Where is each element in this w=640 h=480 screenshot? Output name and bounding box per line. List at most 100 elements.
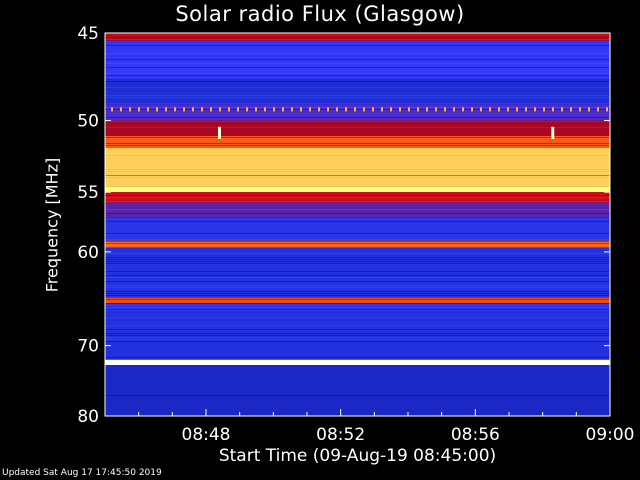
interference-dot bbox=[408, 107, 410, 112]
burst-0 bbox=[217, 126, 221, 140]
interference-dot bbox=[507, 107, 509, 112]
interference-dot bbox=[264, 107, 266, 112]
x-axis-label: Start Time (09-Aug-19 08:45:00) bbox=[218, 446, 497, 466]
interference-dot bbox=[489, 107, 491, 112]
texture-stripe bbox=[105, 103, 610, 104]
band-7 bbox=[105, 186, 610, 193]
texture-stripe bbox=[105, 329, 610, 330]
texture-stripe bbox=[105, 95, 610, 96]
texture-stripe bbox=[105, 117, 610, 118]
interference-dot bbox=[534, 107, 536, 112]
texture-stripe bbox=[105, 339, 610, 340]
texture-stripe bbox=[105, 143, 610, 144]
interference-dot bbox=[552, 107, 554, 112]
band-4 bbox=[105, 120, 610, 136]
texture-stripe bbox=[105, 357, 610, 358]
texture-stripe bbox=[105, 333, 610, 334]
texture-stripe bbox=[105, 67, 610, 68]
interference-dot bbox=[345, 107, 347, 112]
interference-dot bbox=[246, 107, 248, 112]
interference-dot bbox=[381, 107, 383, 112]
texture-stripe bbox=[105, 171, 610, 172]
texture-stripe bbox=[105, 241, 610, 242]
texture-stripe bbox=[105, 317, 610, 318]
texture-stripe bbox=[105, 291, 610, 292]
x-tick-label: 08:48 bbox=[182, 425, 231, 445]
interference-dot bbox=[525, 107, 527, 112]
interference-dot bbox=[300, 107, 302, 112]
interference-dot bbox=[462, 107, 464, 112]
texture-stripe bbox=[105, 213, 610, 214]
x-axis: 08:48 08:52 08:56 09:00 bbox=[138, 409, 635, 445]
texture-stripe bbox=[105, 87, 610, 88]
interference-dot bbox=[579, 107, 581, 112]
texture-stripe bbox=[105, 395, 610, 396]
texture-stripe bbox=[105, 285, 610, 286]
interference-dot bbox=[120, 107, 122, 112]
x-tick-label: 08:56 bbox=[451, 425, 500, 445]
interference-dot bbox=[363, 107, 365, 112]
texture-stripe bbox=[105, 233, 610, 234]
texture-stripe bbox=[105, 175, 610, 176]
interference-dot bbox=[327, 107, 329, 112]
interference-dot bbox=[174, 107, 176, 112]
texture-stripe bbox=[105, 335, 610, 336]
interference-dot bbox=[309, 107, 311, 112]
texture-stripe bbox=[105, 277, 610, 278]
y-tick-label: 60 bbox=[77, 243, 99, 263]
texture-stripe bbox=[105, 337, 610, 338]
texture-stripe bbox=[105, 169, 610, 170]
burst-markers bbox=[217, 126, 555, 140]
texture-stripe bbox=[105, 299, 610, 300]
texture-stripe bbox=[105, 145, 610, 146]
interference-dot bbox=[336, 107, 338, 112]
texture-stripe bbox=[105, 63, 610, 64]
interference-dot bbox=[399, 107, 401, 112]
y-tick-label: 80 bbox=[77, 407, 99, 427]
interference-dot bbox=[588, 107, 590, 112]
texture-stripe bbox=[105, 127, 610, 128]
interference-dot bbox=[210, 107, 212, 112]
texture-stripe bbox=[105, 197, 610, 198]
chart-title: Solar radio Flux (Glasgow) bbox=[175, 2, 465, 26]
interference-dot bbox=[570, 107, 572, 112]
texture-stripe bbox=[105, 59, 610, 60]
y-tick-label: 50 bbox=[77, 112, 99, 132]
texture-stripe bbox=[105, 121, 610, 122]
band-6 bbox=[105, 147, 610, 187]
texture-stripe bbox=[105, 209, 610, 210]
interference-dot bbox=[543, 107, 545, 112]
texture-stripe bbox=[105, 259, 610, 260]
interference-dot bbox=[498, 107, 500, 112]
texture-stripe bbox=[105, 97, 610, 98]
interference-dot bbox=[561, 107, 563, 112]
band-13 bbox=[105, 297, 610, 304]
y-axis-label: Frequency [MHz] bbox=[42, 157, 62, 293]
texture-stripe bbox=[105, 195, 610, 196]
texture-stripe bbox=[105, 39, 610, 40]
x-tick-label: 08:52 bbox=[316, 425, 365, 445]
plot-frame bbox=[104, 32, 611, 417]
texture-stripe bbox=[105, 45, 610, 46]
interference-dot bbox=[228, 107, 230, 112]
texture-stripe bbox=[105, 253, 610, 254]
interference-dot bbox=[282, 107, 284, 112]
interference-dot bbox=[471, 107, 473, 112]
texture-stripe bbox=[105, 221, 610, 222]
band-15 bbox=[105, 311, 610, 360]
texture-stripe bbox=[105, 81, 610, 82]
interference-dot bbox=[156, 107, 158, 112]
texture-stripe bbox=[105, 239, 610, 240]
band-2 bbox=[105, 79, 610, 105]
texture-stripe bbox=[105, 201, 610, 202]
dotted-interference-line bbox=[111, 107, 608, 112]
interference-dot bbox=[237, 107, 239, 112]
spectrogram-texture bbox=[105, 37, 610, 396]
texture-stripe bbox=[105, 109, 610, 110]
band-5 bbox=[105, 135, 610, 148]
interference-dot bbox=[147, 107, 149, 112]
interference-dot bbox=[111, 107, 113, 112]
interference-dot bbox=[255, 107, 257, 112]
band-17 bbox=[105, 365, 610, 416]
